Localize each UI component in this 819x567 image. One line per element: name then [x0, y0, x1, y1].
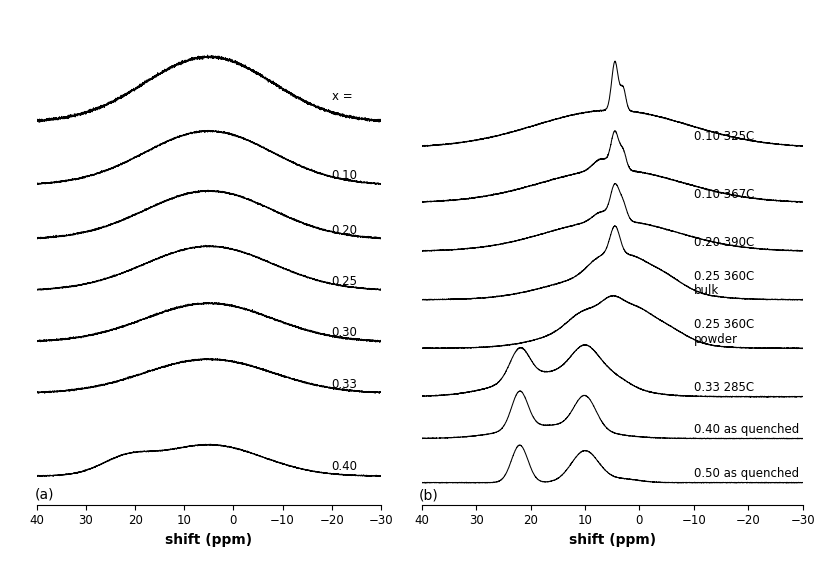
X-axis label: shift (ppm): shift (ppm): [165, 533, 252, 547]
Text: 0.33: 0.33: [332, 378, 358, 391]
X-axis label: shift (ppm): shift (ppm): [568, 533, 656, 547]
Text: (b): (b): [419, 488, 439, 502]
Text: 0.10: 0.10: [332, 170, 358, 183]
Text: 0.25 360C
bulk: 0.25 360C bulk: [694, 270, 754, 298]
Text: 0.30: 0.30: [332, 326, 358, 339]
Text: 0.10 367C: 0.10 367C: [694, 188, 754, 201]
Text: 0.25 360C
powder: 0.25 360C powder: [694, 319, 754, 346]
Text: 0.50 as quenched: 0.50 as quenched: [694, 467, 799, 480]
Text: 0.10 325C: 0.10 325C: [694, 130, 754, 143]
Text: 0.20: 0.20: [332, 223, 358, 236]
Text: 0.40 as quenched: 0.40 as quenched: [694, 424, 799, 437]
Text: 0.33 285C: 0.33 285C: [694, 382, 754, 395]
Text: 0.40: 0.40: [332, 460, 358, 473]
Text: 0.25: 0.25: [332, 275, 358, 288]
Text: 0.20 390C: 0.20 390C: [694, 236, 754, 249]
Text: x =: x =: [332, 90, 352, 103]
Text: (a): (a): [34, 488, 54, 502]
